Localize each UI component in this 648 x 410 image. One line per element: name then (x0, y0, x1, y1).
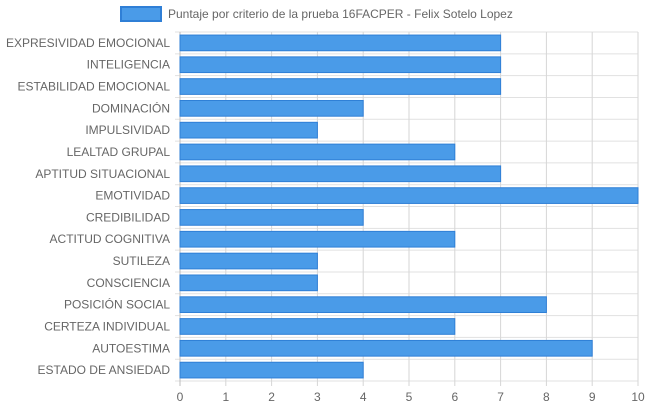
bar[interactable] (179, 274, 318, 292)
x-tick-label: 0 (177, 390, 184, 404)
bar[interactable] (179, 56, 502, 74)
category-label: LEALTAD GRUPAL (67, 145, 171, 159)
x-tick-label: 7 (497, 390, 504, 404)
bar[interactable] (179, 121, 318, 139)
category-label: ACTITUD COGNITIVA (50, 232, 170, 246)
category-label: DOMINACIÓN (92, 100, 170, 115)
x-tick-labels: 0 1 2 3 4 5 6 7 8 9 10 (177, 390, 645, 404)
x-tick-label: 3 (314, 390, 321, 404)
bar[interactable] (179, 252, 318, 270)
bar[interactable] (179, 361, 364, 379)
bar[interactable] (179, 230, 456, 248)
category-label: EMOTIVIDAD (95, 189, 170, 203)
category-label: CERTEZA INDIVIDUAL (44, 319, 170, 333)
category-label: ESTADO DE ANSIEDAD (38, 363, 171, 377)
category-label: IMPULSIVIDAD (85, 123, 170, 137)
bar[interactable] (179, 143, 456, 161)
x-tick-label: 8 (543, 390, 550, 404)
category-label: EXPRESIVIDAD EMOCIONAL (6, 36, 170, 50)
x-tick-label: 1 (222, 390, 229, 404)
bar[interactable] (179, 99, 364, 117)
bar[interactable] (179, 339, 593, 357)
legend[interactable]: Puntaje por criterio de la prueba 16FACP… (120, 6, 513, 22)
category-label: INTELIGENCIA (87, 58, 170, 72)
x-tick-label: 9 (589, 390, 596, 404)
category-label: CREDIBILIDAD (86, 210, 170, 224)
bar[interactable] (179, 34, 502, 52)
category-label: CONSCIENCIA (87, 276, 170, 290)
x-tick-label: 10 (631, 390, 645, 404)
category-label: SUTILEZA (113, 254, 170, 268)
legend-swatch (120, 6, 162, 22)
x-tick-label: 5 (406, 390, 413, 404)
category-label: APTITUD SITUACIONAL (35, 167, 170, 181)
bar[interactable] (179, 187, 639, 204)
category-label: POSICIÓN SOCIAL (64, 297, 170, 312)
category-label: AUTOESTIMA (92, 341, 170, 355)
bar[interactable] (179, 78, 502, 95)
category-label: ESTABILIDAD EMOCIONAL (18, 80, 171, 94)
bar[interactable] (179, 165, 502, 183)
bars (179, 34, 639, 379)
bar[interactable] (179, 209, 364, 226)
bar[interactable] (179, 318, 456, 335)
x-tick-label: 2 (268, 390, 275, 404)
bar[interactable] (179, 296, 547, 314)
legend-label: Puntaje por criterio de la prueba 16FACP… (168, 7, 513, 21)
category-labels: EXPRESIVIDAD EMOCIONAL INTELIGENCIA ESTABI… (6, 36, 170, 377)
x-tick-label: 6 (451, 390, 458, 404)
x-tick-label: 4 (360, 390, 367, 404)
